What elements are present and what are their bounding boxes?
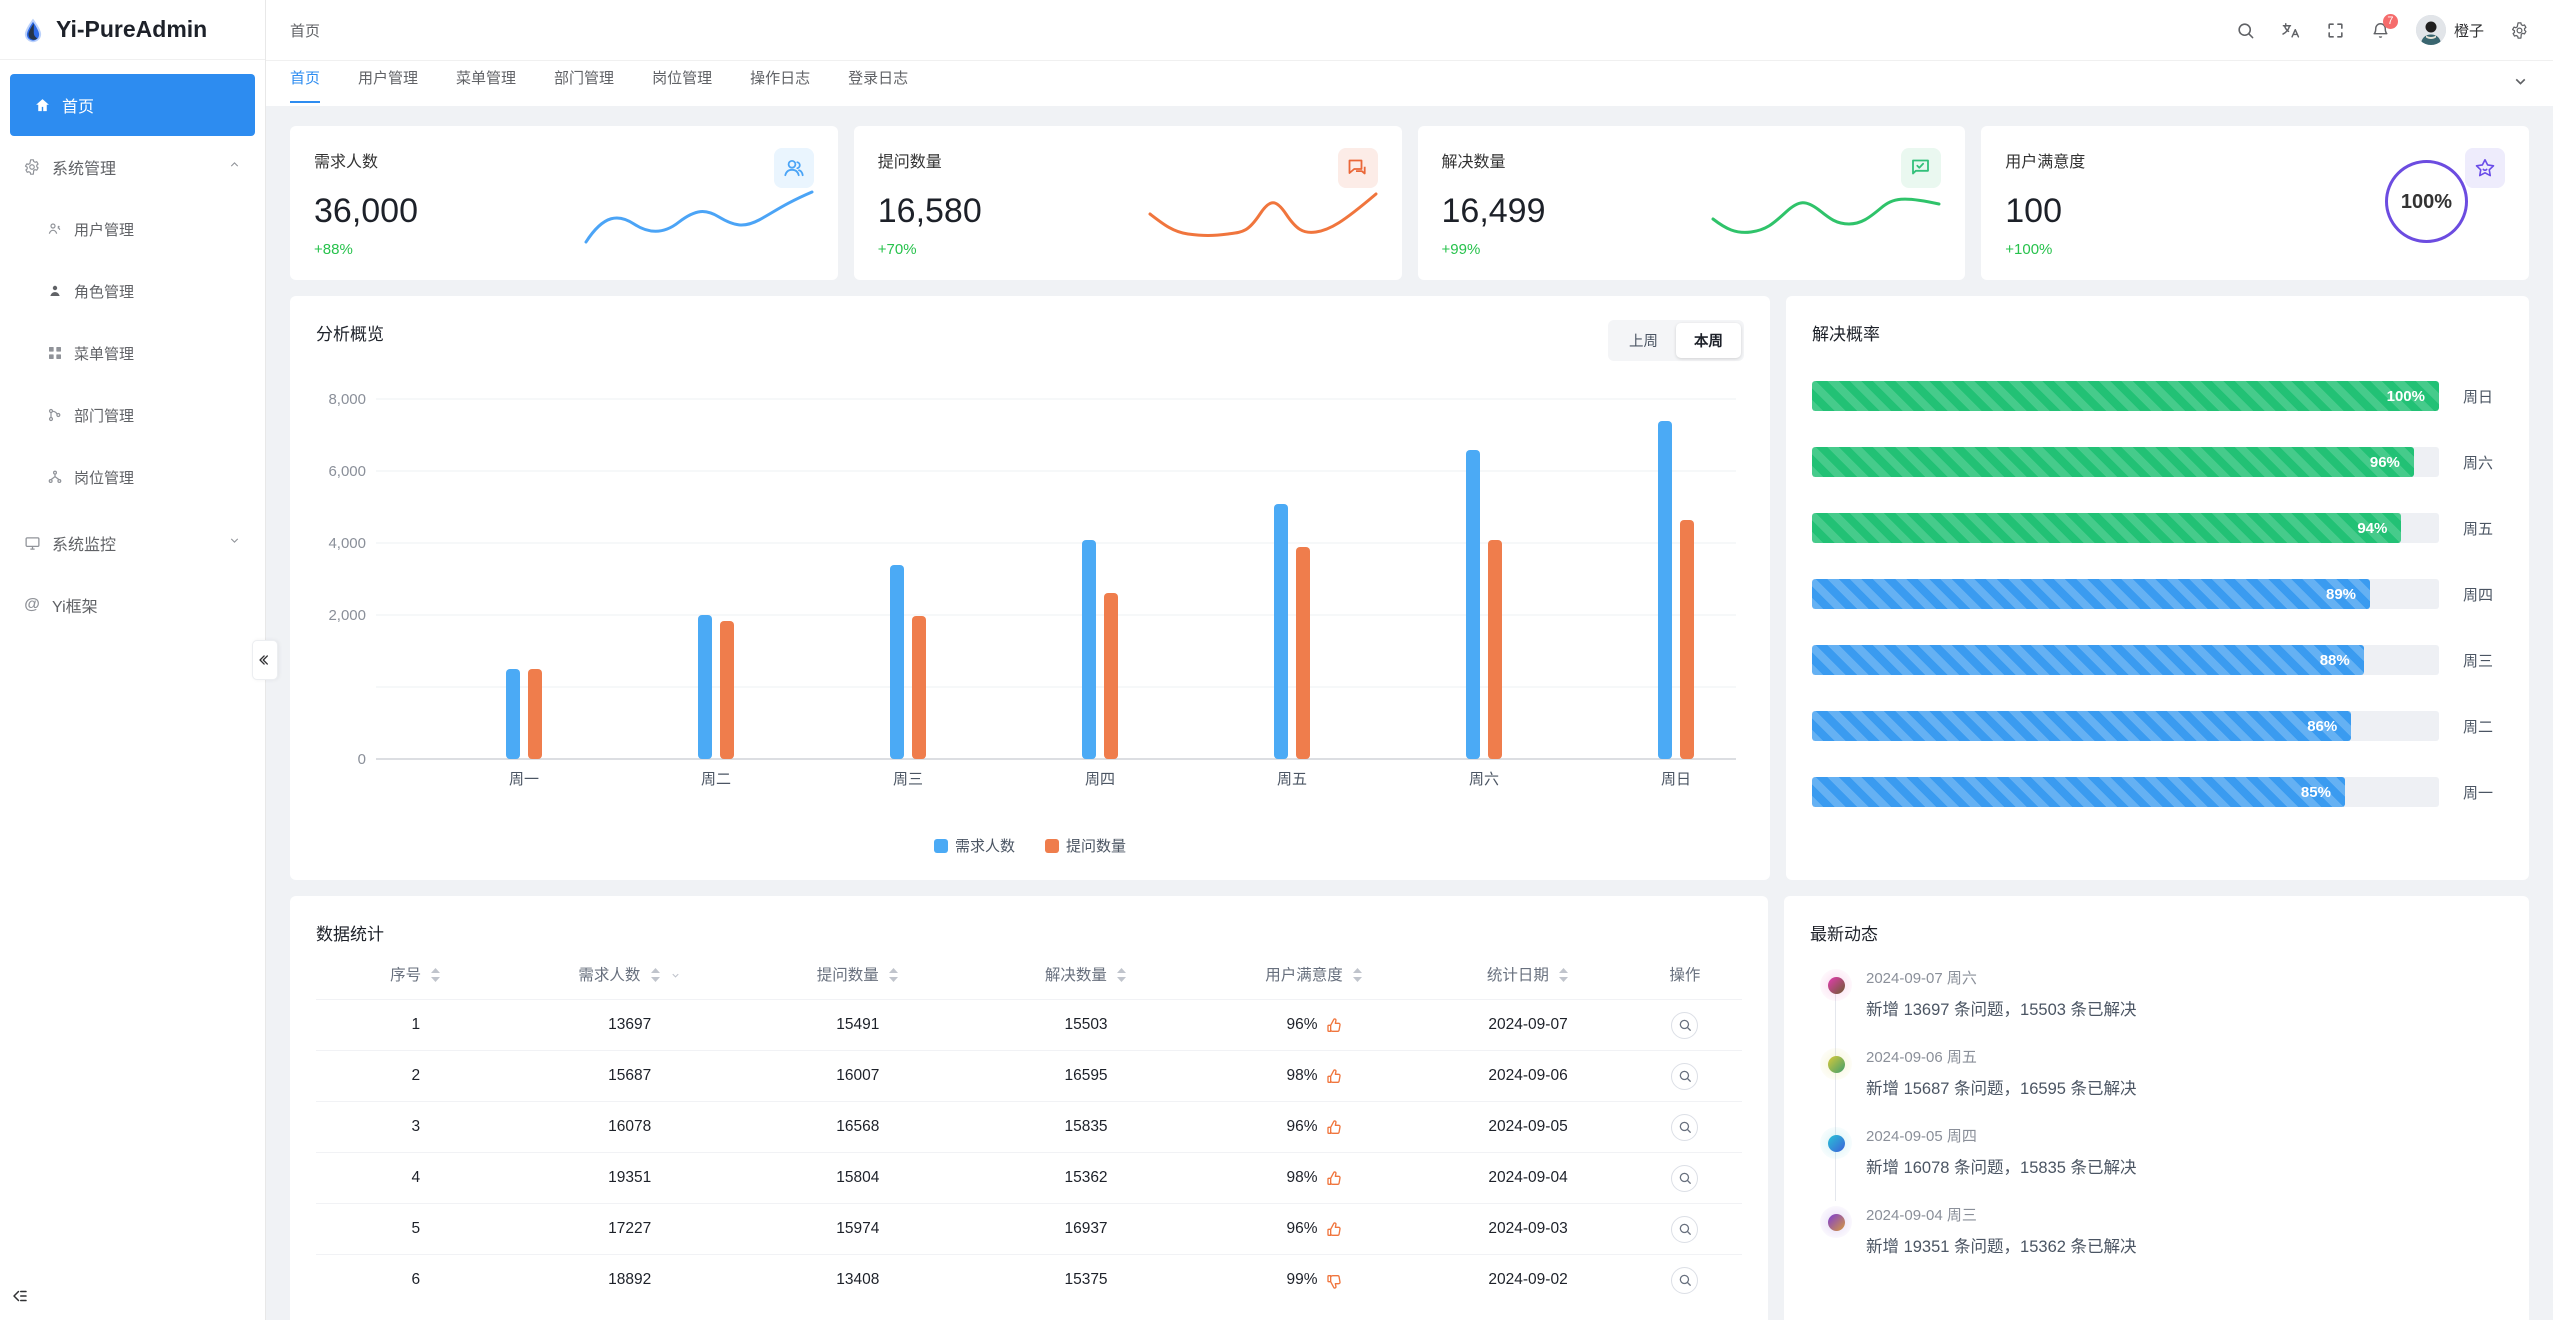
svg-text:4,000: 4,000 (328, 535, 366, 552)
svg-text:周日: 周日 (1661, 771, 1691, 788)
svg-text:周六: 周六 (1469, 771, 1499, 788)
svg-text:6,000: 6,000 (328, 463, 366, 480)
svg-text:100%: 100% (2401, 191, 2452, 213)
svg-text:周一: 周一 (509, 771, 539, 788)
svg-text:0: 0 (358, 751, 366, 768)
svg-text:周三: 周三 (893, 771, 923, 788)
svg-text:周五: 周五 (1277, 771, 1307, 788)
svg-text:8,000: 8,000 (328, 391, 366, 408)
svg-text:2,000: 2,000 (328, 607, 366, 624)
svg-text:周二: 周二 (701, 771, 731, 788)
svg-text:周四: 周四 (1085, 771, 1115, 788)
